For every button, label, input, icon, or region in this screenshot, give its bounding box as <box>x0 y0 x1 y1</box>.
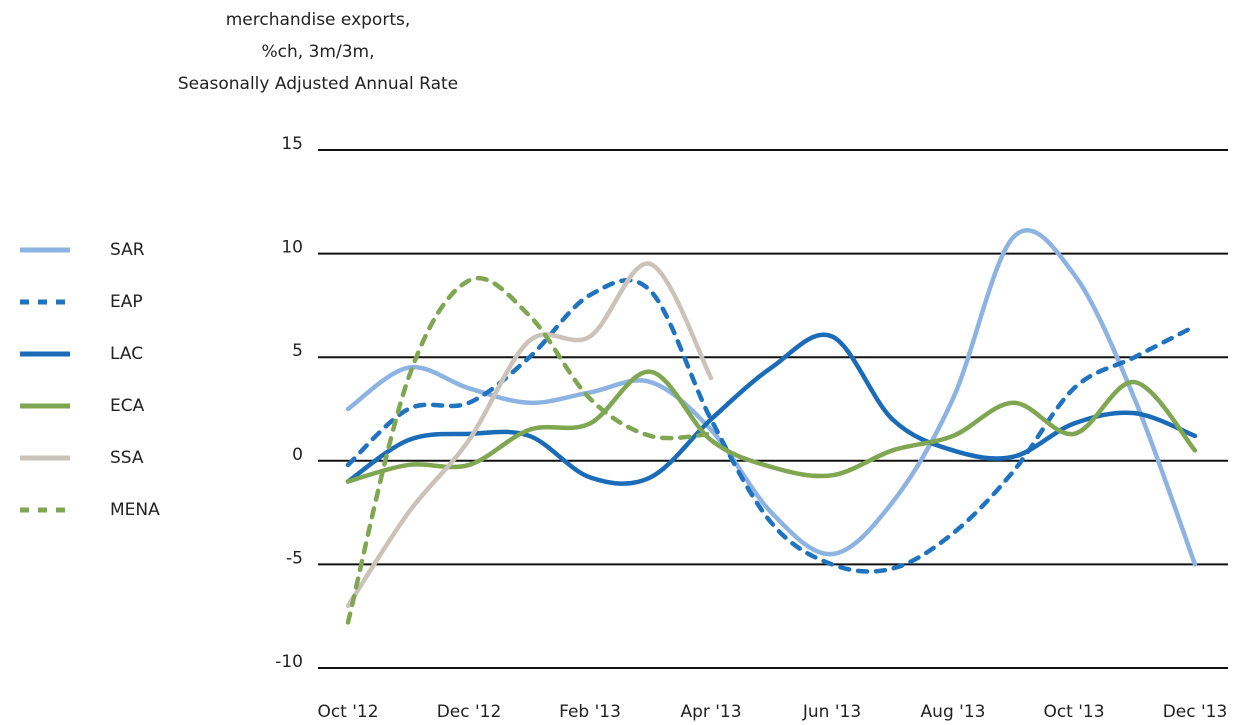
y-tick-label: -5 <box>286 548 303 568</box>
x-tick-label: Aug '13 <box>921 702 986 722</box>
y-tick-label: 5 <box>292 341 303 361</box>
x-tick-label: Oct '13 <box>1043 702 1104 722</box>
series-line <box>345 332 1198 486</box>
y-tick-label: 10 <box>281 238 303 258</box>
x-tick-label: Feb '13 <box>559 702 621 722</box>
x-tick-label: Dec '12 <box>437 702 502 722</box>
series-line <box>345 261 714 609</box>
legend-label: ECA <box>110 396 145 416</box>
x-tick-label: Dec '13 <box>1163 702 1228 722</box>
x-tick-label: Oct '12 <box>317 702 378 722</box>
y-tick-label: -10 <box>275 652 303 672</box>
chart-title: Seasonally Adjusted Annual Rate <box>178 74 458 94</box>
legend-label: MENA <box>110 500 160 520</box>
legend-label: LAC <box>110 344 143 364</box>
y-tick-label: 15 <box>281 134 303 154</box>
chart-title: merchandise exports, <box>226 10 411 30</box>
series-line <box>345 276 714 625</box>
legend-label: SSA <box>110 448 144 468</box>
legend-label: SAR <box>110 240 145 260</box>
legend-label: EAP <box>110 292 143 312</box>
y-tick-label: 0 <box>292 445 303 465</box>
x-tick-label: Apr '13 <box>680 702 741 722</box>
chart-title: %ch, 3m/3m, <box>262 42 375 62</box>
series-line <box>345 228 1198 567</box>
series-line <box>345 369 1198 484</box>
series-line <box>345 278 1198 574</box>
x-tick-label: Jun '13 <box>802 702 861 722</box>
